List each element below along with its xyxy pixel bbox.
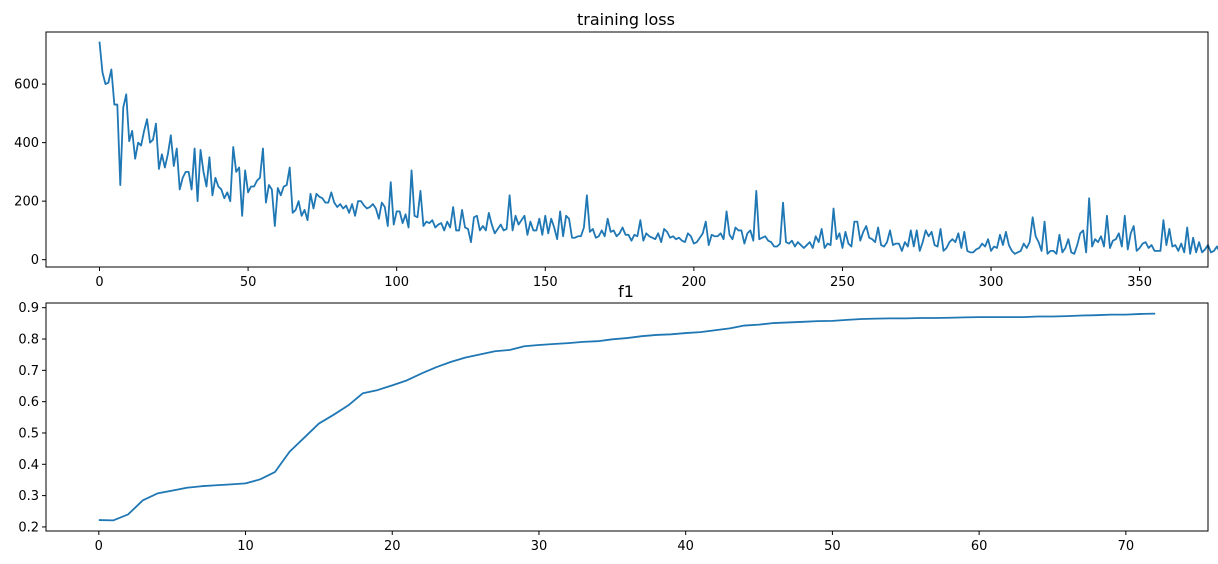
f1-x-tick-label: 0: [95, 539, 103, 554]
f1-x-tick-label: 20: [384, 539, 401, 554]
f1-y-tick-label: 0.7: [18, 364, 39, 379]
f1-y-tick-label: 0.5: [18, 426, 39, 441]
f1-y-tick-label: 0.4: [18, 458, 39, 473]
loss-x-tick-label: 150: [533, 275, 558, 290]
loss-y-tick-label: 400: [14, 136, 39, 151]
f1-y-tick-label: 0.6: [18, 395, 39, 410]
loss-x-tick-label: 0: [95, 275, 103, 290]
f1-y-tick-label: 0.9: [18, 301, 39, 316]
loss-x-tick-label: 350: [1127, 275, 1152, 290]
loss-y-tick-label: 0: [31, 253, 39, 268]
f1-x-tick-label: 60: [971, 539, 988, 554]
f1-y-tick-label: 0.2: [18, 520, 39, 535]
loss-y-tick-label: 600: [14, 78, 39, 93]
f1-x-tick-label: 30: [531, 539, 548, 554]
f1-chart-title: f1: [618, 282, 634, 301]
loss-x-tick-label: 200: [681, 275, 706, 290]
loss-series-line: [98, 41, 1218, 255]
f1-y-tick-label: 0.8: [18, 333, 39, 348]
f1-series-line: [98, 312, 1156, 522]
loss-axes-frame: [45, 31, 1209, 268]
loss-chart: training loss 0 50 100 150 200 250 300 350 0 200 4…: [14, 10, 1218, 290]
loss-x-tick-label: 300: [979, 275, 1004, 290]
f1-ticks: 0 10 20 30 40 50 60 70 0.2 0.3 0.4 0.5 0.6 0.7 0.8 0.9: [18, 301, 1134, 554]
loss-x-tick-label: 250: [830, 275, 855, 290]
f1-x-tick-label: 50: [824, 539, 841, 554]
loss-ticks: 0 50 100 150 200 250 300 350 0 200 400 600: [14, 78, 1152, 290]
f1-axes-frame: [45, 302, 1209, 532]
f1-x-tick-label: 40: [677, 539, 694, 554]
loss-chart-title: training loss: [577, 10, 675, 29]
loss-y-tick-label: 200: [14, 195, 39, 210]
loss-x-tick-label: 50: [240, 275, 257, 290]
f1-chart: f1 0 10 20 30 40 50 60 700.20.30.40.50.60.70.80…: [18, 282, 1209, 554]
f1-x-tick-label: 10: [237, 539, 254, 554]
loss-x-tick-label: 100: [384, 275, 409, 290]
f1-y-tick-label: 0.3: [18, 489, 39, 504]
f1-x-tick-label: 70: [1118, 539, 1135, 554]
